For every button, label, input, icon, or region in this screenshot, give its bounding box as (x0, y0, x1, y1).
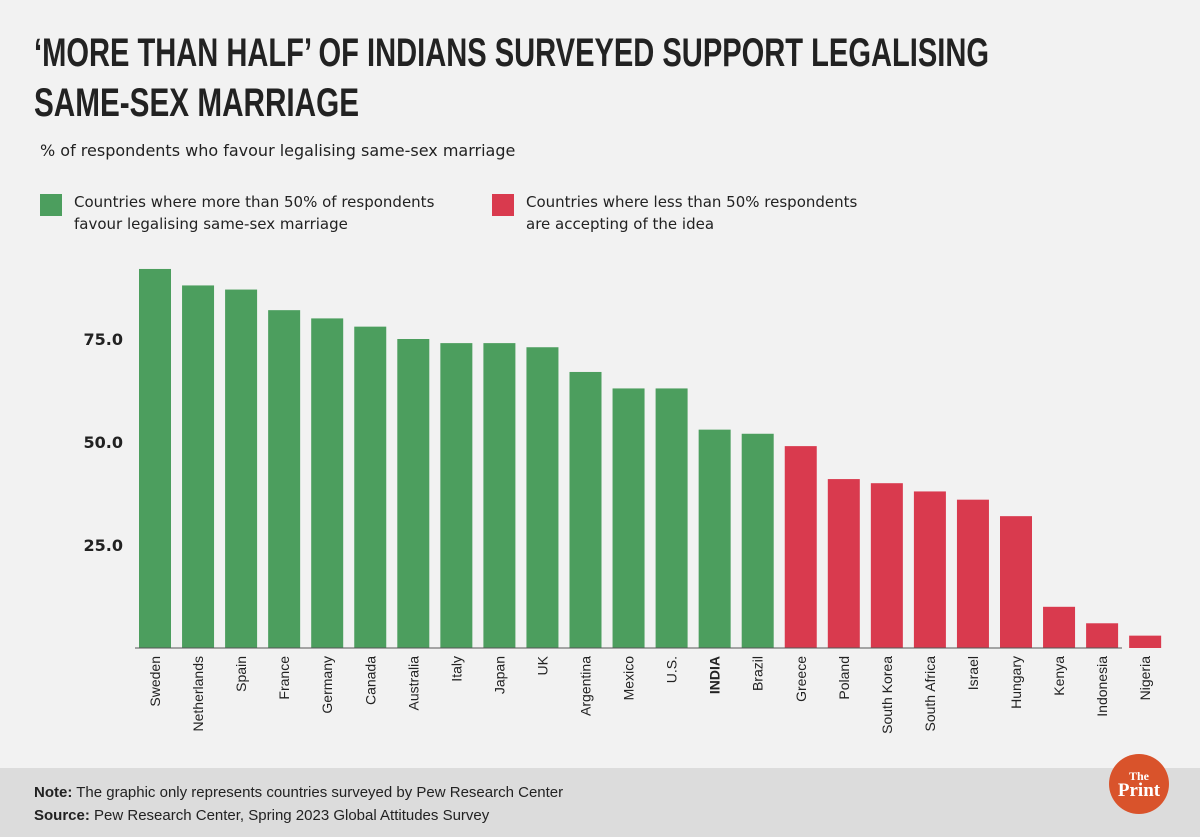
x-tick-label: Japan (491, 656, 507, 694)
x-tick-label: Hungary (1008, 656, 1024, 709)
bar (913, 491, 946, 648)
x-tick-label: Indonesia (1094, 656, 1110, 717)
bar (569, 371, 602, 648)
x-tick-label: Netherlands (190, 656, 206, 732)
bar (311, 318, 344, 648)
x-tick-label: Australia (405, 656, 421, 711)
x-tick-label: U.S. (664, 656, 680, 683)
chart-title: same-sex marriage (34, 81, 359, 125)
legend-label: favour legalising same-sex marriage (74, 215, 348, 233)
bar (1129, 635, 1162, 648)
x-tick-label: Italy (448, 656, 464, 682)
x-tick-label: INDIA (707, 656, 723, 694)
bar (1000, 516, 1032, 648)
source-text: Pew Research Center, Spring 2023 Global … (90, 807, 490, 824)
x-tick-label: Nigeria (1137, 656, 1153, 701)
y-tick-label: 25.0 (84, 536, 123, 555)
x-tick-label: Israel (965, 656, 981, 690)
bar (870, 483, 903, 648)
bar (827, 479, 860, 648)
y-tick-label: 50.0 (84, 433, 123, 452)
chart-title: ‘More than half’ of Indians surveyed sup… (34, 31, 989, 75)
x-tick-label: Brazil (750, 656, 766, 691)
note-label: Note: (34, 784, 72, 801)
legend-swatch (492, 194, 514, 216)
bar (612, 388, 645, 648)
logo (1109, 754, 1169, 814)
x-tick-label: Kenya (1051, 656, 1067, 696)
x-tick-label: France (276, 656, 292, 700)
bar (268, 310, 301, 648)
logo-text: The (1129, 769, 1150, 783)
bar (1043, 606, 1076, 648)
bar (741, 433, 774, 648)
bar (139, 268, 171, 648)
x-tick-label: Mexico (621, 656, 637, 701)
bar (784, 446, 817, 648)
bar (225, 289, 258, 648)
x-tick-label: Greece (793, 656, 809, 702)
bar (655, 388, 688, 648)
legend-label: Countries where less than 50% respondent… (526, 193, 858, 211)
x-tick-label: Argentina (578, 656, 594, 716)
bar (483, 343, 516, 648)
x-tick-label: Germany (319, 656, 335, 714)
bar (1086, 623, 1119, 648)
legend-label: are accepting of the idea (526, 215, 714, 233)
x-tick-label: UK (534, 655, 550, 675)
bar (956, 499, 989, 648)
note-text: The graphic only represents countries su… (72, 784, 563, 801)
legend-label: Countries where more than 50% of respond… (74, 193, 435, 211)
chart-subtitle: % of respondents who favour legalising s… (40, 141, 515, 160)
logo-text: Print (1118, 780, 1161, 801)
y-tick-label: 75.0 (84, 330, 123, 349)
note: Note: The graphic only represents countr… (34, 784, 563, 801)
legend-swatch (40, 194, 62, 216)
footer-band (0, 768, 1200, 837)
x-tick-label: Sweden (147, 656, 163, 707)
source: Source: Pew Research Center, Spring 2023… (34, 807, 490, 824)
bar (526, 347, 559, 648)
bar (354, 326, 387, 648)
x-tick-label: South Korea (879, 656, 895, 734)
bar (397, 339, 430, 648)
x-tick-label: Spain (233, 656, 249, 692)
x-tick-label: Canada (362, 656, 378, 705)
x-tick-label: Poland (836, 656, 852, 700)
bar (440, 343, 473, 648)
bar (698, 429, 731, 648)
x-tick-label: South Africa (922, 656, 938, 732)
bar (182, 285, 215, 648)
source-label: Source: (34, 807, 90, 824)
